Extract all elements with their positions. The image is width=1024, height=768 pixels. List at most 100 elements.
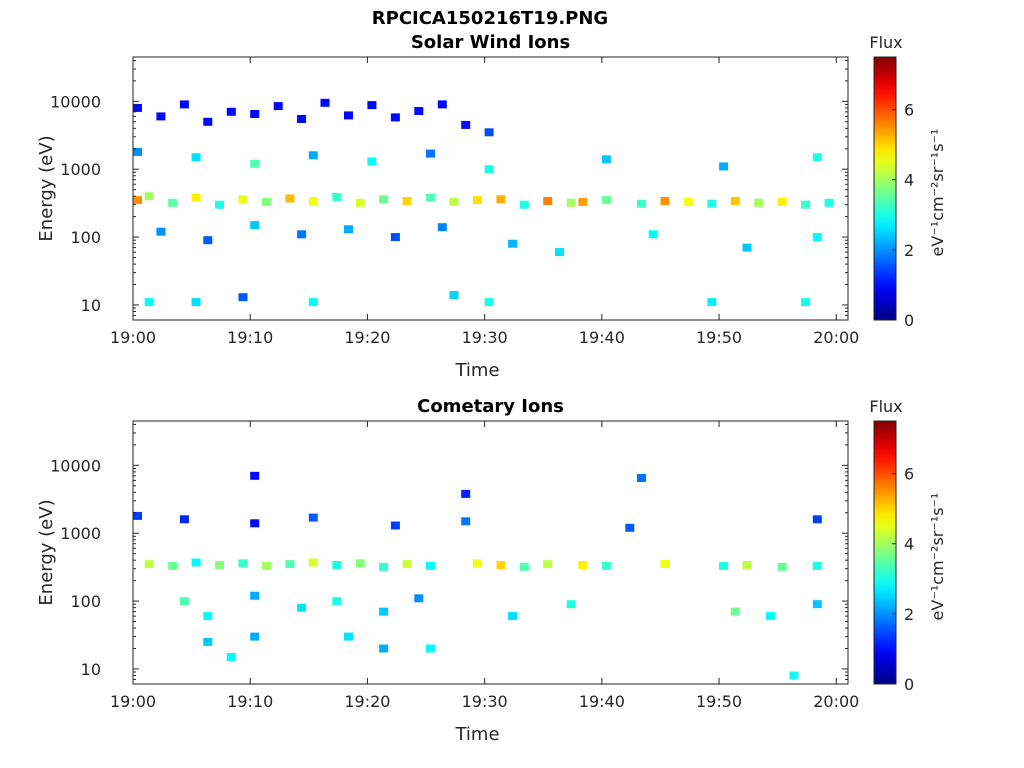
panel2-data-cell	[179, 597, 189, 606]
panel2-colorbar	[873, 420, 897, 685]
panel2-y-tick-label: 100	[70, 592, 101, 611]
panel2-data-cell	[496, 561, 506, 569]
panel2-y-tick-label: 10	[81, 660, 101, 679]
panel2-x-tick-label: 19:30	[462, 692, 508, 711]
panel1-data-cell	[812, 153, 822, 162]
panel2-y-tick-label: 10000	[50, 456, 101, 475]
panel2-data-cell	[660, 560, 670, 569]
panel1-data-cell	[402, 197, 412, 205]
panel2-x-tick-label: 19:40	[579, 692, 625, 711]
panel2-data-cell	[426, 644, 435, 653]
panel1-data-cell	[801, 298, 811, 307]
panel2-data-cell	[508, 612, 518, 621]
panel2-data-cell	[719, 561, 729, 570]
panel2-data-cell	[812, 600, 822, 609]
panel2-data-cell	[250, 591, 260, 600]
panel1-data-cell	[824, 198, 834, 207]
panel2-data-cell	[789, 671, 799, 680]
panel1-data-cell	[367, 157, 377, 166]
panel1-y-tick-label: 1000	[60, 160, 101, 179]
panel1-data-cell	[484, 298, 494, 307]
panel1-data-cell	[426, 193, 435, 202]
panel1-data-cell	[601, 196, 611, 205]
panel2-data-cell	[379, 562, 389, 571]
panel2-data-cell	[379, 607, 389, 616]
panel2-data-cell	[426, 561, 435, 570]
panel1-x-tick-label: 19:10	[227, 328, 273, 347]
panel2-data-cell	[250, 471, 260, 480]
panel2-data-cell	[461, 517, 471, 526]
panel2-data-cell	[766, 612, 775, 621]
panel2-colorbar-title: Flux	[869, 397, 902, 416]
panel1-data-cell	[320, 98, 330, 107]
panel2-data-cell	[332, 597, 342, 606]
panel1-data-cell	[414, 107, 424, 115]
panel1-data-cell	[191, 298, 201, 307]
panel1-colorbar-tick-label: 0	[904, 311, 914, 330]
panel2-data-cell	[355, 559, 365, 568]
panel1-data-cell	[355, 198, 365, 207]
panel1-colorbar	[873, 56, 897, 321]
panel1-data-cell	[719, 162, 729, 171]
panel2-data-cell	[203, 612, 213, 621]
panel2-data-cell	[215, 561, 224, 569]
panel1-data-cell	[484, 128, 494, 137]
panel1-data-cell	[472, 196, 482, 205]
panel1-data-cell	[144, 298, 154, 307]
panel2-data-cell	[308, 513, 318, 522]
panel2-data-cell	[168, 561, 178, 570]
panel2-data-cell	[308, 558, 318, 567]
panel2-data-cell	[777, 562, 787, 571]
panel2-colorbar-tick-label: 4	[904, 535, 914, 554]
panel1-data-cell	[250, 159, 260, 168]
panel2-data-cell	[402, 560, 412, 569]
panel1-data-cell	[297, 115, 307, 123]
panel1-data-cell	[133, 196, 142, 205]
panel1-data-cell	[566, 198, 576, 207]
panel2-data-cell	[566, 600, 576, 609]
panel2-y-tick-label: 1000	[60, 524, 101, 543]
panel2-axes-frame	[132, 420, 849, 685]
panel1-data-cell	[437, 100, 447, 109]
panel1-data-cell	[426, 149, 435, 158]
panel2-data-cell	[379, 644, 389, 653]
panel2-data-cell	[238, 559, 248, 568]
panel1-data-cell	[203, 236, 213, 245]
panel1-data-cell	[484, 165, 494, 174]
panel1-data-cell	[707, 298, 717, 307]
panel1-data-cell	[449, 197, 459, 206]
panel1-data-cell	[648, 230, 658, 239]
panel2-data-cell	[578, 561, 588, 569]
panel1-data-cell	[308, 298, 318, 307]
panel2-title: Cometary Ions	[417, 396, 564, 417]
panel1-data-cell	[461, 120, 471, 129]
panel1-data-cell	[250, 221, 260, 230]
panel2-colorbar-label: eV⁻¹cm⁻²sr⁻¹s⁻¹	[928, 493, 947, 621]
panel2-colorbar-tick-label: 2	[904, 605, 914, 624]
panel1-colorbar-tick-label: 2	[904, 241, 914, 260]
panel1-data-cell	[133, 103, 142, 112]
panel1-data-cell	[754, 198, 764, 207]
panel1-colorbar-label: eV⁻¹cm⁻²sr⁻¹s⁻¹	[928, 129, 947, 257]
panel1-data-cell	[777, 197, 787, 206]
panel2-data-cell	[812, 515, 822, 524]
panel1-y-tick-label: 10000	[50, 92, 101, 111]
panel2-data-cell	[812, 561, 822, 570]
panel2-data-cell	[637, 474, 646, 482]
panel2-data-cell	[730, 607, 740, 616]
panel1-colorbar-tick-label: 6	[904, 101, 914, 120]
panel2-data-cell	[742, 561, 752, 569]
panel2-y-axis-label: Energy (eV)	[36, 499, 57, 605]
panel2-x-tick-label: 19:50	[696, 692, 742, 711]
panel1-data-cell	[238, 195, 248, 204]
panel1-data-cell	[390, 113, 400, 122]
panel2-colorbar-tick-label: 6	[904, 465, 914, 484]
panel2-data-cell	[461, 489, 471, 498]
panel2-x-axis-label: Time	[454, 724, 499, 745]
panel1-data-cell	[168, 198, 178, 207]
panel1-data-cell	[133, 147, 142, 156]
panel1-data-cell	[801, 200, 811, 209]
panel1-title: Solar Wind Ions	[411, 32, 570, 53]
panel2-colorbar-tick-label: 0	[904, 675, 914, 694]
panel1-x-axis-label: Time	[454, 360, 499, 381]
